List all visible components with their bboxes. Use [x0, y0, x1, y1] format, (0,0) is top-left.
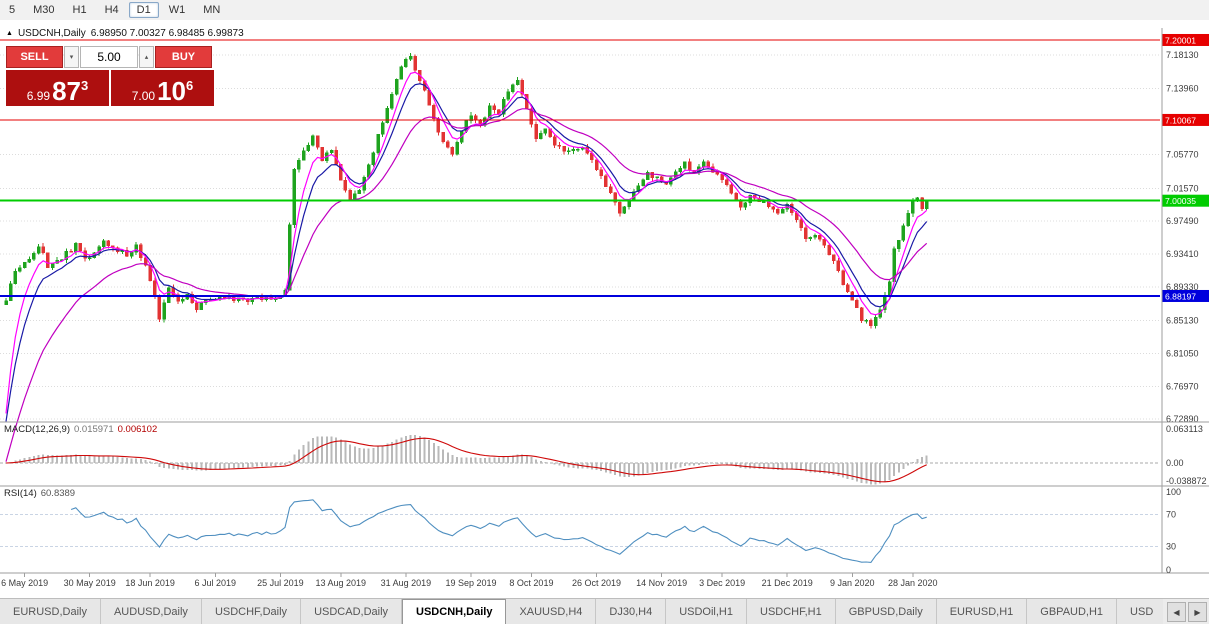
macd-value-main: 0.015971 — [74, 424, 114, 435]
tab-gbpaud-h1[interactable]: GBPAUD,H1 — [1027, 599, 1118, 624]
timeframe-button-MN[interactable]: MN — [203, 4, 221, 16]
ask-price-sup: 6 — [186, 78, 194, 93]
svg-text:6.97490: 6.97490 — [1166, 216, 1199, 226]
svg-text:7.05770: 7.05770 — [1166, 150, 1199, 160]
chart-window: 7.18130 7.13960 7.05770 7.01570 6.97490 6.934… — [0, 20, 1209, 598]
svg-text:8 Oct 2019: 8 Oct 2019 — [509, 578, 553, 588]
bid-price-big: 87 — [52, 75, 82, 106]
svg-text:21 Dec 2019: 21 Dec 2019 — [762, 578, 813, 588]
timeframe-toolbar: 5 M30 H1 H4 D1 W1 MN — [0, 0, 1209, 21]
svg-text:6.93410: 6.93410 — [1166, 249, 1199, 259]
chart-tab-bar: EURUSD,Daily AUDUSD,Daily USDCHF,Daily USDC… — [0, 598, 1209, 624]
svg-text:6.89330: 6.89330 — [1166, 282, 1199, 292]
rsi-indicator-label: RSI(14) 60.8389 — [4, 488, 75, 499]
one-click-trading-panel: SELL ▾ ▴ BUY 6.99 87 3 7.00 10 6 — [6, 46, 214, 106]
macd-value-signal: 0.006102 — [117, 424, 158, 435]
tab-usdchf-h1[interactable]: USDCHF,H1 — [747, 599, 836, 624]
volume-decrement-icon[interactable]: ▾ — [64, 46, 79, 68]
tab-usdchf-daily[interactable]: USDCHF,Daily — [201, 599, 302, 624]
ask-price-prefix: 7.00 — [131, 88, 156, 103]
timeframe-button-W1[interactable]: W1 — [168, 4, 186, 16]
rsi-value: 60.8389 — [40, 488, 76, 499]
ask-price-box[interactable]: 7.00 10 6 — [111, 70, 214, 106]
svg-text:6 May 2019: 6 May 2019 — [1, 578, 48, 588]
timeframe-button-H4[interactable]: H4 — [104, 4, 119, 16]
svg-text:26 Oct 2019: 26 Oct 2019 — [572, 578, 621, 588]
bid-price-prefix: 6.99 — [26, 88, 51, 103]
svg-text:0.00: 0.00 — [1166, 458, 1184, 468]
svg-text:6 Jul 2019: 6 Jul 2019 — [194, 578, 236, 588]
svg-text:100: 100 — [1166, 487, 1181, 497]
tab-usdcad-daily[interactable]: USDCAD,Daily — [301, 599, 403, 624]
moving-average-20 — [5, 108, 928, 462]
tab-dj30-h4[interactable]: DJ30,H4 — [596, 599, 667, 624]
sell-button[interactable]: SELL — [6, 46, 63, 68]
svg-text:30: 30 — [1166, 541, 1176, 551]
tab-audusd-daily[interactable]: AUDUSD,Daily — [100, 599, 202, 624]
timeframe-button-M30[interactable]: M30 — [33, 4, 55, 16]
moving-average-5 — [5, 71, 928, 414]
macd-signal-line — [5, 437, 927, 483]
rsi-line — [70, 499, 927, 563]
tab-eurusd-h1[interactable]: EURUSD,H1 — [936, 599, 1028, 624]
svg-text:70: 70 — [1166, 510, 1176, 520]
macd-indicator-label: MACD(12,26,9) 0.015971 0.006102 — [4, 424, 157, 435]
ask-price-big: 10 — [157, 75, 187, 106]
svg-text:6.76970: 6.76970 — [1166, 381, 1199, 391]
svg-text:7.00035: 7.00035 — [1165, 196, 1196, 206]
tab-usdoil-h1[interactable]: USDOil,H1 — [666, 599, 747, 624]
tab-scroll-left-button[interactable]: ◀ — [1167, 602, 1186, 622]
tab-scroll-right-button[interactable]: ▶ — [1188, 602, 1207, 622]
svg-text:7.13960: 7.13960 — [1166, 84, 1199, 94]
svg-text:7.20001: 7.20001 — [1165, 35, 1196, 45]
svg-text:28 Jan 2020: 28 Jan 2020 — [888, 578, 938, 588]
svg-text:6.85130: 6.85130 — [1166, 316, 1199, 326]
macd-name: MACD(12,26,9) — [4, 424, 70, 435]
price-tag-7.20001 — [1162, 33, 1209, 46]
tab-eurusd-daily[interactable]: EURUSD,Daily — [0, 599, 101, 624]
svg-text:7.18130: 7.18130 — [1166, 50, 1199, 60]
svg-text:25 Jul 2019: 25 Jul 2019 — [257, 578, 304, 588]
svg-text:0.063113: 0.063113 — [1166, 424, 1203, 434]
bid-price-sup: 3 — [81, 78, 89, 93]
svg-text:31 Aug 2019: 31 Aug 2019 — [381, 578, 432, 588]
svg-text:6.72890: 6.72890 — [1166, 414, 1199, 424]
svg-text:7.01570: 7.01570 — [1166, 183, 1199, 193]
price-tag-7.00035 — [1162, 194, 1209, 207]
rsi-name: RSI(14) — [4, 488, 37, 499]
buy-button[interactable]: BUY — [155, 46, 212, 68]
svg-text:19 Sep 2019: 19 Sep 2019 — [445, 578, 496, 588]
tab-usd[interactable]: USD — [1117, 599, 1163, 624]
tab-usdcnh-daily[interactable]: USDCNH,Daily — [402, 599, 507, 624]
moving-average-8 — [5, 83, 928, 422]
volume-increment-icon[interactable]: ▴ — [139, 46, 154, 68]
chart-title: ▲ USDCNH,Daily 6.98950 7.00327 6.98485 6… — [6, 28, 244, 39]
tab-gbpusd-daily[interactable]: GBPUSD,Daily — [835, 599, 937, 624]
volume-input[interactable] — [80, 46, 138, 68]
tab-xauusd-h4[interactable]: XAUUSD,H4 — [506, 599, 597, 624]
timeframe-button-H1[interactable]: H1 — [72, 4, 87, 16]
svg-text:14 Nov 2019: 14 Nov 2019 — [636, 578, 687, 588]
bid-price-box[interactable]: 6.99 87 3 — [6, 70, 109, 106]
chart-symbol-label: USDCNH,Daily — [17, 28, 86, 39]
timeframe-button-5[interactable]: 5 — [9, 4, 16, 16]
svg-text:6.81050: 6.81050 — [1166, 349, 1199, 359]
macd-histogram — [9, 434, 928, 485]
svg-text:6.88197: 6.88197 — [1165, 291, 1196, 301]
svg-text:0: 0 — [1166, 565, 1171, 575]
chart-collapse-icon[interactable]: ▲ — [6, 30, 13, 37]
chart-ohlc-values: 6.98950 7.00327 6.98485 6.99873 — [90, 28, 244, 39]
svg-text:18 Jun 2019: 18 Jun 2019 — [125, 578, 175, 588]
svg-text:30 May 2019: 30 May 2019 — [64, 578, 116, 588]
svg-text:-0.038872: -0.038872 — [1166, 476, 1207, 486]
svg-text:7.10067: 7.10067 — [1165, 115, 1196, 125]
timeframe-button-D1[interactable]: D1 — [128, 2, 159, 18]
svg-text:3 Dec 2019: 3 Dec 2019 — [699, 578, 745, 588]
svg-text:9 Jan 2020: 9 Jan 2020 — [830, 578, 875, 588]
price-tag-7.10067 — [1162, 113, 1209, 126]
svg-text:13 Aug 2019: 13 Aug 2019 — [316, 578, 367, 588]
chart-canvas[interactable]: 7.18130 7.13960 7.05770 7.01570 6.97490 6.934… — [0, 20, 1209, 598]
price-tag-6.88197 — [1162, 289, 1209, 302]
